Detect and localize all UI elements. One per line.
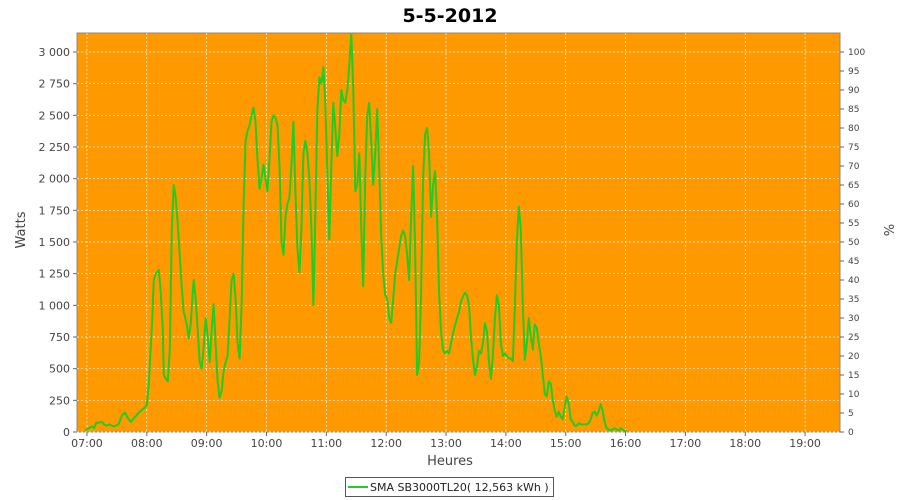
y2-tick-label: 50 — [848, 238, 860, 248]
y-tick-label: 750 — [49, 331, 70, 344]
y-axis-label: Watts — [14, 211, 29, 248]
y-tick-label: 2 750 — [39, 78, 71, 91]
legend-swatch — [348, 486, 368, 488]
y2-tick-label: 30 — [848, 314, 860, 324]
y2-tick-label: 90 — [848, 86, 860, 96]
y-axis: 0 250 500 750 1 000 1 250 1 500 1 750 2 000 2 250… — [39, 46, 77, 439]
y2-tick-label: 40 — [848, 276, 860, 286]
y2-tick-label: 60 — [848, 200, 860, 210]
y2-tick-label: 0 — [848, 428, 854, 438]
grid-lines — [77, 33, 840, 433]
y-tick-label: 2 250 — [39, 141, 71, 154]
x-tick-label: 16:00 — [610, 437, 642, 450]
series-line-0 — [84, 33, 627, 433]
x-tick-label: 12:00 — [370, 437, 402, 450]
y2-tick-label: 25 — [848, 333, 859, 343]
y-tick-label: 3 000 — [39, 46, 71, 59]
y2-tick-label: 5 — [848, 409, 854, 419]
y-tick-label: 1 000 — [39, 299, 71, 312]
x-axis: 07:00 08:00 09:00 10:00 11:00 12:00 13:00 14:00… — [71, 432, 821, 450]
y2-tick-label: 65 — [848, 181, 859, 191]
x-axis-label: Heures — [427, 454, 473, 469]
y-tick-label: 1 250 — [39, 268, 71, 281]
x-tick-label: 15:00 — [550, 437, 582, 450]
x-tick-label: 19:00 — [789, 437, 821, 450]
y2-tick-label: 15 — [848, 371, 859, 381]
y2-tick-label: 35 — [848, 295, 859, 305]
y2-tick-label: 80 — [848, 124, 860, 134]
y-tick-label: 1 500 — [39, 236, 71, 249]
x-tick-label: 17:00 — [670, 437, 702, 450]
y-tick-label: 2 000 — [39, 173, 71, 186]
y2-tick-label: 20 — [848, 352, 860, 362]
y-tick-label: 1 750 — [39, 204, 71, 217]
x-tick-label: 11:00 — [310, 437, 342, 450]
series-layer — [84, 33, 627, 433]
x-tick-label: 14:00 — [490, 437, 522, 450]
y2-tick-label: 85 — [848, 105, 859, 115]
y2-tick-label: 45 — [848, 257, 859, 267]
y2-tick-label: 75 — [848, 143, 859, 153]
x-tick-label: 13:00 — [430, 437, 462, 450]
chart-title: 5-5-2012 — [402, 5, 497, 27]
y2-axis-label: % — [880, 224, 895, 236]
legend-label: SMA SB3000TL20( 12,563 kWh ) — [370, 480, 549, 494]
legend: SMA SB3000TL20( 12,563 kWh ) — [345, 477, 554, 497]
y2-axis: 0 5 10 15 20 25 30 35 40 45 50 55 60 65 70 75 80 85 90 95 10… — [840, 48, 865, 438]
y-tick-label: 500 — [49, 363, 70, 376]
x-tick-label: 09:00 — [191, 437, 223, 450]
y2-tick-label: 10 — [848, 390, 860, 400]
x-tick-label: 18:00 — [729, 437, 761, 450]
x-tick-label: 08:00 — [131, 437, 163, 450]
y2-tick-label: 70 — [848, 162, 860, 172]
plot-area — [76, 32, 841, 433]
y2-tick-label: 95 — [848, 67, 859, 77]
y-tick-label: 250 — [49, 394, 70, 407]
y2-tick-label: 100 — [848, 48, 865, 58]
x-tick-label: 07:00 — [71, 437, 103, 450]
y-tick-label: 0 — [63, 426, 70, 439]
y2-tick-label: 55 — [848, 219, 859, 229]
x-tick-label: 10:00 — [251, 437, 283, 450]
y-tick-label: 2 500 — [39, 109, 71, 122]
